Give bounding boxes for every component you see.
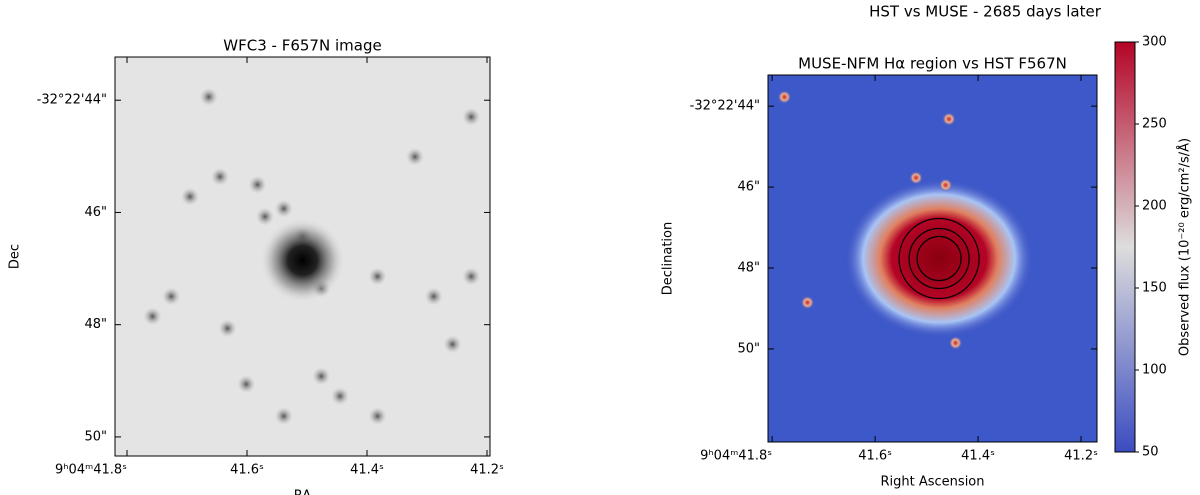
colorbar-tick-label: 250 xyxy=(1142,117,1167,132)
y-axis-label: Declination xyxy=(661,222,676,296)
source xyxy=(211,167,229,186)
x-tick-label: 9ʰ04ᵐ41.8ˢ xyxy=(55,463,127,478)
source xyxy=(199,87,218,106)
x-axis-label: RA xyxy=(294,489,312,495)
contour xyxy=(898,217,980,300)
x-tick-label: 41.4ˢ xyxy=(350,463,384,478)
source xyxy=(800,295,815,310)
colorbar-tick-label: 50 xyxy=(1142,445,1159,460)
source xyxy=(938,178,953,193)
colorbar-tick-label: 150 xyxy=(1142,281,1167,296)
source xyxy=(143,307,162,326)
source xyxy=(462,267,481,286)
y-axis-label: Dec xyxy=(8,244,23,269)
frame xyxy=(114,56,491,457)
y-tick-label: 50" xyxy=(84,429,107,444)
source xyxy=(948,335,963,350)
colorbar-tick-label: 100 xyxy=(1142,363,1167,378)
source xyxy=(256,207,274,226)
x-axis-label: Right Ascension xyxy=(881,475,985,490)
source xyxy=(462,107,481,126)
image xyxy=(115,57,490,456)
source xyxy=(909,170,924,185)
contour xyxy=(908,227,970,290)
y-tick-label: 48" xyxy=(737,261,760,276)
x-tick-label: 9ʰ04ᵐ41.8ˢ xyxy=(700,449,772,464)
y-tick-label: -32°22'44" xyxy=(37,93,107,108)
source xyxy=(248,175,267,194)
source xyxy=(368,267,387,286)
image xyxy=(768,75,1097,442)
y-tick-label: 46" xyxy=(737,180,760,195)
source xyxy=(443,335,462,354)
y-tick-label: 48" xyxy=(84,317,107,332)
source xyxy=(331,387,349,406)
halo xyxy=(844,178,1035,339)
central-source xyxy=(260,218,345,303)
source xyxy=(424,287,443,306)
x-tick-label: 41.6ˢ xyxy=(230,463,264,478)
x-tick-label: 41.2ˢ xyxy=(1064,449,1098,464)
contour xyxy=(916,235,962,282)
source xyxy=(368,407,387,426)
x-tick-label: 41.4ˢ xyxy=(961,449,995,464)
y-tick-label: -32°22'44" xyxy=(690,99,760,114)
source xyxy=(777,90,792,105)
figure-title: HST vs MUSE - 2685 days later xyxy=(869,3,1102,21)
source xyxy=(237,375,256,394)
y-tick-label: 46" xyxy=(84,205,107,220)
y-tick-label: 50" xyxy=(737,341,760,356)
x-tick-label: 41.6ˢ xyxy=(858,449,892,464)
colorbar-label: Observed flux (10⁻²⁰ erg/cm²/s/Å) xyxy=(1177,138,1193,356)
source xyxy=(274,407,293,426)
colorbar xyxy=(1114,41,1136,453)
source xyxy=(181,187,199,206)
source xyxy=(941,112,956,127)
panel-title: WFC3 - F657N image xyxy=(223,37,381,55)
source xyxy=(218,319,237,338)
source xyxy=(274,199,293,218)
source xyxy=(406,147,424,166)
source xyxy=(312,367,331,386)
x-tick-label: 41.2ˢ xyxy=(470,463,504,478)
panel-title: MUSE-NFM Hα region vs HST F567N xyxy=(798,55,1067,73)
colorbar-tick-label: 200 xyxy=(1142,199,1167,214)
source xyxy=(162,287,181,306)
colorbar-tick-label: 300 xyxy=(1142,35,1167,50)
frame xyxy=(767,74,1098,443)
